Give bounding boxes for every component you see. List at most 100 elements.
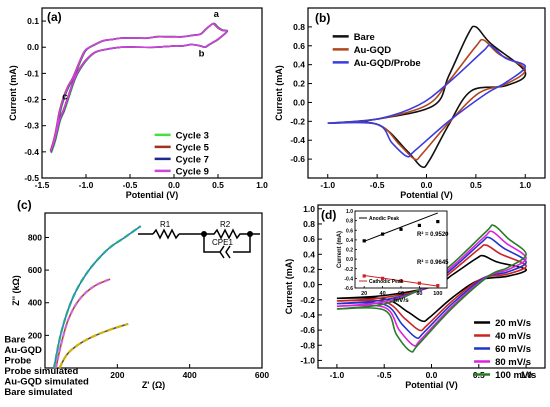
panel-a-annotation-a: a [214, 9, 220, 20]
panel-a-xtick-label: -0.5 [123, 180, 138, 190]
panel-d-ytick-label: 0.4 [303, 249, 315, 259]
inset-ytick-label: -0.4 [344, 276, 353, 282]
panel-c-xlabel: Z' (Ω) [142, 380, 165, 390]
panel-d-legend-entry: 100 mV/s [495, 370, 536, 381]
panel-b-ytick-label: -0.2 [290, 116, 305, 126]
panel-c-ylabel: Z'' (kΩ) [11, 275, 21, 306]
panel-b-series-3 [327, 44, 527, 158]
panel-a-xtick-label: 1.0 [256, 180, 268, 190]
panel-d-panel-label: (d) [321, 208, 336, 222]
panel-c-legend-entry: Bare simulated [4, 387, 72, 398]
inset-xtick-label: 100 [433, 291, 442, 297]
panel-a-annotation-c: c [62, 92, 67, 103]
panel-d-xtick-label: -1.0 [330, 370, 345, 380]
panel-b-series-2 [327, 38, 527, 161]
panel-b-plot-area [307, 7, 546, 179]
panel-b-xtick-label: -0.5 [370, 180, 385, 190]
panel-d-xtick-label: 1.0 [520, 370, 532, 380]
panel-a-legend-entry: Cycle 9 [176, 166, 209, 177]
panel-d-legend-entry: 60 mV/s [495, 344, 531, 355]
panel-c-xtick-label: 400 [183, 370, 197, 380]
panel-c-legend-entry: Au-GQD simulated [4, 376, 89, 387]
panel-b-ytick-label: 0.6 [293, 41, 305, 51]
panel-a-ytick-label: -0.4 [24, 147, 39, 157]
panel-a-xtick-label: 0.0 [168, 180, 180, 190]
circuit-label-r2: R2 [220, 220, 231, 229]
panel-a-ytick-label: 0.0 [27, 42, 39, 52]
panel-d-xtick-label: 0.0 [426, 370, 438, 380]
panel-d-legend-entry: 40 mV/s [495, 331, 531, 342]
inset-point [436, 283, 440, 288]
inset-point [381, 232, 385, 236]
panel-b-legend-entry: Au-GQD [354, 45, 392, 56]
panel-d-ytick-label: 0.6 [303, 234, 315, 244]
panel-d-ytick-label: 0.8 [303, 219, 315, 229]
inset-fit-line [364, 212, 438, 242]
inset-point [399, 279, 403, 283]
panel-a-ytick-label: -0.5 [24, 173, 39, 183]
inset-ytick-label: 0.8 [346, 219, 353, 225]
panel-b-ytick-label: -0.6 [290, 154, 305, 164]
panel-b-xlabel: Potential (V) [400, 190, 453, 200]
inset-legend-entry: Cathodic Peak [369, 279, 404, 285]
panel-a-legend-entry: Cycle 5 [176, 142, 210, 153]
panel-b-legend-entry: Bare [354, 32, 375, 43]
inset-r-squared: R² = 0.9645 [417, 259, 449, 266]
inset-ytick-label: 0.0 [346, 257, 353, 263]
panel-d-ytick-label: -0.8 [300, 340, 315, 350]
panel-a-ylabel: Current (mA) [8, 65, 18, 121]
panel-b-xtick-label: 0.0 [421, 180, 433, 190]
panel-b-series-1 [327, 25, 527, 169]
inset-xlabel: mV/s [393, 297, 409, 304]
inset-xtick-label: 60 [398, 291, 404, 297]
inset-ytick-label: -0.2 [344, 267, 353, 273]
panel-a: -1.5 -1.0 -0.5 0.0 0.5 1.0 0.1 0.0 -0.1 -0.2 -0.3 -… [8, 7, 268, 200]
inset-legend-entry: Anodic Peak [369, 216, 399, 222]
panel-c-ytick-label: 800 [28, 232, 42, 242]
panel-d-ytick-label: -0.6 [300, 325, 315, 335]
panel-a-ytick-label: -0.1 [24, 68, 39, 78]
panel-a-xtick-label: -1.0 [79, 180, 94, 190]
panel-d-ytick-label: -1.0 [300, 355, 315, 365]
inset-point [417, 281, 421, 285]
circuit-wire [203, 234, 251, 253]
panel-d-ytick-label: 0.2 [303, 264, 315, 274]
circuit-label-cpe1: CPE1 [212, 238, 233, 247]
panel-a-legend-entry: Cycle 3 [176, 130, 209, 141]
panel-a-ytick-label: -0.2 [24, 95, 39, 105]
panel-c-legend-entry: Bare [4, 334, 25, 345]
inset-point [399, 227, 403, 231]
panel-d-xlabel: Potential (V) [405, 380, 458, 390]
panel-c-series-6 [58, 322, 129, 369]
panel-b-ytick-label: 0.4 [293, 60, 305, 70]
panel-a-plot-area [41, 7, 263, 179]
inset-point [362, 239, 366, 243]
panel-a-xtick-label: 0.5 [212, 180, 224, 190]
inset-point [436, 219, 440, 224]
panel-c-panel-label: (c) [17, 198, 32, 212]
panel-c-ytick-label: 400 [28, 298, 42, 308]
inset-ylabel: Current (mA) [337, 231, 343, 268]
panel-d-ytick-label: 0.0 [303, 280, 315, 290]
panel-b-ytick-label: 0.8 [293, 22, 305, 32]
panel-b-ytick-label: 0.0 [293, 97, 305, 107]
panel-a-legend-entry: Cycle 7 [176, 154, 209, 165]
panel-c-ytick-label: 200 [28, 330, 42, 340]
inset-xtick-label: 40 [380, 291, 386, 297]
circuit-cpe-symbol [219, 245, 231, 259]
panel-a-xtick-label: -1.5 [35, 180, 50, 190]
panel-d-xtick-label: -0.5 [377, 370, 392, 380]
panel-c-ytick-label: 600 [28, 265, 42, 275]
circuit-resistor-r2 [204, 228, 250, 240]
panel-b-ylabel: Current (mA) [274, 65, 284, 121]
panel-c-legend-entry: Au-GQD [4, 345, 42, 356]
panel-a-series-4 [49, 22, 228, 152]
panel-c-xtick-label: 600 [255, 370, 269, 380]
panel-a-annotation-b: b [199, 48, 205, 59]
inset-point [362, 274, 366, 278]
panel-b-panel-label: (b) [315, 11, 330, 25]
panel-a-ytick-label: -0.3 [24, 121, 39, 131]
panel-d-legend-entry: 20 mV/s [495, 318, 531, 329]
